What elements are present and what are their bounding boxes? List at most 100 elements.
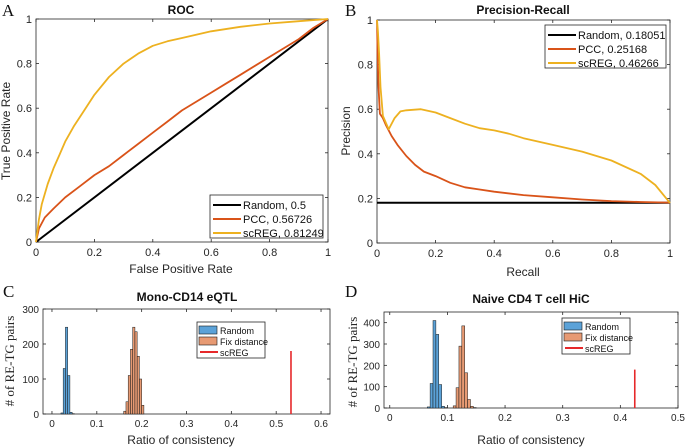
panel-d-naive-cd4: D Naive CD4 T cell HiC 0 0.1 0.2 0.3 0.4 0.5 0… bbox=[345, 282, 685, 447]
panel-c-x-tick-label: 0 bbox=[49, 419, 55, 430]
panel-a-legend-label-pcc: PCC, 0.56726 bbox=[243, 214, 312, 226]
panel-d-bar-random bbox=[441, 406, 445, 409]
panel-d-bar-random bbox=[429, 383, 434, 409]
panel-d-y-tick-label: 200 bbox=[363, 361, 380, 372]
panel-a-legend bbox=[209, 194, 324, 239]
panel-b-legend-label-screg: scREG, 0.46266 bbox=[578, 58, 659, 70]
panel-c-bar-random bbox=[67, 375, 71, 415]
panel-c-bar-random bbox=[60, 412, 64, 415]
panel-d-bar-fix-distance bbox=[461, 325, 465, 409]
x-axis-label-pr: Recall bbox=[506, 265, 539, 279]
panel-b-series-screg bbox=[376, 19, 671, 204]
panel-c-plot-area bbox=[42, 308, 331, 415]
panel-letter-b: B bbox=[345, 1, 356, 20]
panel-a-x-tick-label: 0.4 bbox=[145, 247, 160, 259]
chart-title-d: Naive CD4 T cell HiC bbox=[472, 292, 590, 306]
panel-c-legend-label-screg: scREG bbox=[220, 348, 249, 358]
panel-b-x-tick-label: 0.4 bbox=[487, 248, 502, 260]
panel-c-bar-fix-distance bbox=[130, 349, 133, 415]
panel-d-bar-fix-distance bbox=[470, 406, 474, 409]
panel-a-y-tick-label: 0.6 bbox=[17, 103, 32, 115]
panel-b-y-tick-label: 1 bbox=[367, 15, 373, 27]
panel-b-legend-label-random: Random, 0.18051 bbox=[578, 30, 665, 42]
panel-letter-a: A bbox=[2, 1, 15, 20]
panel-c-y-tick-label: 100 bbox=[22, 375, 39, 386]
x-axis-label-roc: False Positive Rate bbox=[129, 262, 233, 276]
panel-d-y-tick-label: 300 bbox=[363, 340, 380, 351]
panel-c-x-tick-label: 0.4 bbox=[224, 419, 238, 430]
panel-c-bar-fix-distance bbox=[125, 401, 129, 415]
panel-c-x-tick-label: 0.6 bbox=[314, 419, 328, 430]
panel-b-y-tick-label: 0.6 bbox=[358, 104, 373, 116]
panel-d-legend-label-screg: scREG bbox=[585, 344, 614, 354]
panel-c-bar-fix-distance bbox=[141, 405, 145, 415]
panel-d-x-tick-label: 0.5 bbox=[671, 413, 685, 424]
panel-d-y-tick-label: 400 bbox=[363, 319, 380, 330]
panel-d-legend-label-random: Random bbox=[585, 322, 619, 332]
panel-c-x-tick-label: 0.2 bbox=[135, 419, 149, 430]
panel-b-x-tick-label: 0.6 bbox=[545, 248, 560, 260]
panel-c-bar-fix-distance bbox=[134, 331, 138, 415]
panel-b-x-tick-label: 1 bbox=[667, 248, 673, 260]
panel-c-legend-label-fix-distance: Fix distance bbox=[220, 337, 268, 347]
panel-b-legend-label-pcc: PCC, 0.25168 bbox=[578, 44, 647, 56]
panel-a-y-tick-label: 1 bbox=[26, 14, 32, 26]
panel-d-bar-fix-distance bbox=[458, 345, 463, 409]
panel-b-y-tick-label: 0.8 bbox=[358, 60, 373, 72]
panel-d-bar-random bbox=[432, 320, 437, 409]
panel-c-bar-fix-distance bbox=[136, 356, 140, 415]
panel-d-x-tick-label: 0.4 bbox=[613, 413, 627, 424]
panel-c-legend-swatch-random bbox=[198, 325, 218, 335]
panel-c-bar-random bbox=[69, 412, 73, 415]
panel-c-bar-fix-distance bbox=[139, 378, 142, 415]
panel-a-series-screg bbox=[35, 18, 329, 243]
y-axis-label-d: # of RE-TG pairs bbox=[345, 317, 360, 408]
panel-d-x-tick-label: 0 bbox=[387, 413, 393, 424]
x-axis-label-d: Ratio of consistency bbox=[477, 433, 584, 447]
panel-letter-d: D bbox=[345, 282, 357, 301]
panel-a-x-tick-label: 0.2 bbox=[87, 247, 102, 259]
panel-d-x-tick-label: 0.2 bbox=[498, 413, 512, 424]
panel-b-x-tick-label: 0 bbox=[374, 248, 380, 260]
panel-a-y-tick-label: 0.8 bbox=[17, 59, 32, 71]
panel-a-series-pcc bbox=[35, 18, 329, 243]
panel-d-x-tick-label: 0.3 bbox=[556, 413, 570, 424]
panel-d-bar-random bbox=[438, 384, 442, 409]
y-axis-label-pr: Precision bbox=[339, 106, 353, 155]
panel-d-bar-fix-distance bbox=[467, 399, 471, 409]
panel-c-legend-swatch-fix-distance bbox=[198, 336, 218, 346]
panel-a-y-tick-label: 0.4 bbox=[17, 148, 32, 160]
panel-c-y-tick-label: 200 bbox=[22, 340, 39, 351]
panel-c-bar-fix-distance bbox=[123, 410, 127, 415]
panel-d-y-tick-label: 100 bbox=[363, 383, 380, 394]
panel-d-bar-random bbox=[435, 334, 440, 409]
panel-b-x-tick-label: 0.2 bbox=[428, 248, 443, 260]
panel-a-y-tick-label: 0.2 bbox=[17, 192, 32, 204]
panel-c-x-tick-label: 0.3 bbox=[180, 419, 194, 430]
panel-a-x-tick-label: 0.6 bbox=[204, 247, 219, 259]
panel-a-legend-label-random: Random, 0.5 bbox=[243, 200, 306, 212]
panel-c-bar-fix-distance bbox=[127, 375, 131, 415]
chart-title-pr: Precision-Recall bbox=[476, 3, 569, 17]
panel-d-bar-fix-distance bbox=[452, 405, 457, 409]
panel-d-x-tick-label: 0.1 bbox=[440, 413, 454, 424]
chart-title-roc: ROC bbox=[168, 3, 195, 17]
panel-d-bar-fix-distance bbox=[464, 372, 468, 409]
panel-d-legend-label-fix-distance: Fix distance bbox=[585, 333, 633, 343]
panel-b-series-pcc bbox=[376, 19, 671, 204]
panel-c-x-tick-label: 0.1 bbox=[90, 419, 104, 430]
panel-d-bar-random bbox=[426, 406, 431, 409]
panel-a-x-tick-label: 0.8 bbox=[262, 247, 277, 259]
panel-b-x-tick-label: 0.8 bbox=[604, 248, 619, 260]
y-axis-label-c: # of RE-TG pairs bbox=[2, 316, 17, 407]
panel-c-x-tick-label: 0.5 bbox=[269, 419, 283, 430]
panel-a-roc: A ROC 0 0.2 0.4 0.6 0.8 1 0 0.2 0.4 0.6 0.8 1 Random… bbox=[0, 1, 331, 276]
panel-c-bar-random bbox=[65, 326, 68, 415]
panel-d-y-tick-label: 0 bbox=[374, 404, 380, 415]
panel-c-bar-fix-distance bbox=[132, 326, 136, 415]
panel-b-y-tick-label: 0.2 bbox=[358, 193, 373, 205]
panel-c-mono-cd14: C Mono-CD14 eQTL 0 0.1 0.2 0.3 0.4 0.5 0.6 0 100… bbox=[2, 282, 331, 447]
x-axis-label-c: Ratio of consistency bbox=[127, 433, 234, 447]
panel-d-plot-area bbox=[383, 311, 679, 409]
